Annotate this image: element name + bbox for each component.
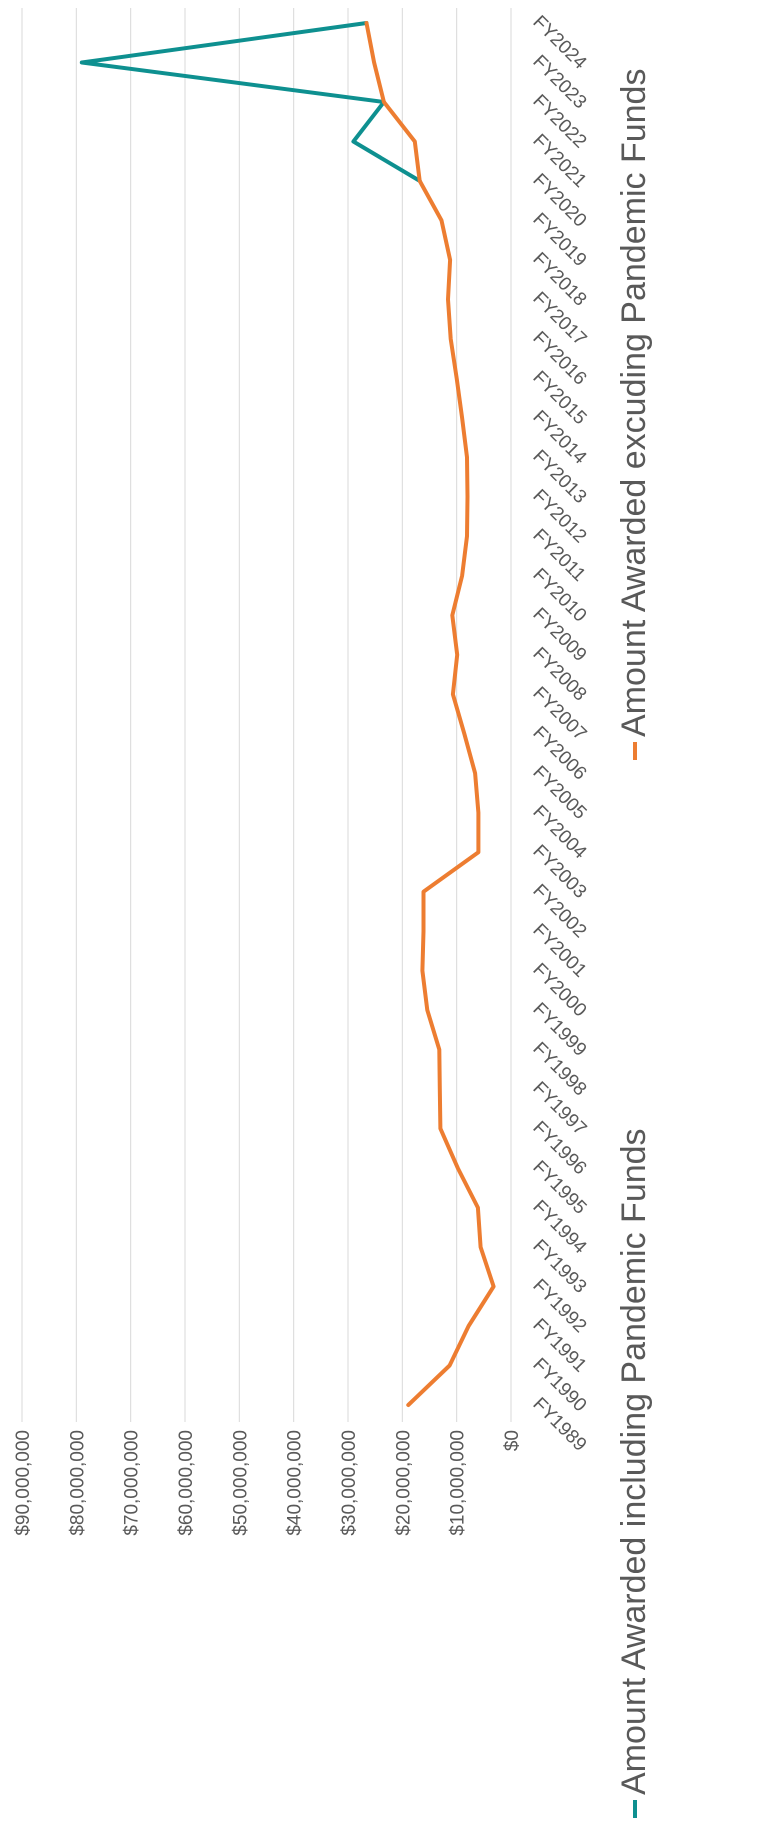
y-tick-label: $90,000,000 bbox=[13, 1430, 34, 1536]
y-tick-label: $60,000,000 bbox=[176, 1430, 197, 1536]
y-tick-label: $40,000,000 bbox=[285, 1430, 306, 1536]
legend: Amount Awarded including Pandemic Funds … bbox=[615, 69, 653, 1818]
gridlines bbox=[21, 8, 512, 1422]
series-lines bbox=[79, 21, 496, 1407]
series-line-excluding-pandemic bbox=[364, 21, 496, 1407]
x-axis-tick-labels: FY1989FY1990FY1991FY1992FY1993FY1994FY19… bbox=[528, 12, 590, 1456]
series-line-including-pandemic bbox=[79, 21, 422, 183]
y-tick-label: $10,000,000 bbox=[448, 1430, 469, 1536]
y-tick-label: $70,000,000 bbox=[122, 1430, 143, 1536]
y-tick-label: $0 bbox=[502, 1430, 523, 1451]
y-tick-label: $80,000,000 bbox=[67, 1430, 88, 1536]
y-axis-tick-labels: $0 $10,000,000 $20,000,000 $30,000,000 $40,0… bbox=[13, 1430, 523, 1536]
y-tick-label: $30,000,000 bbox=[339, 1430, 360, 1536]
legend-label-including-pandemic: Amount Awarded including Pandemic Funds bbox=[615, 1128, 653, 1795]
y-tick-label: $20,000,000 bbox=[393, 1430, 414, 1536]
y-tick-label: $50,000,000 bbox=[230, 1430, 251, 1536]
legend-label-excluding-pandemic: Amount Awarded excuding Pandemic Funds bbox=[615, 69, 653, 737]
